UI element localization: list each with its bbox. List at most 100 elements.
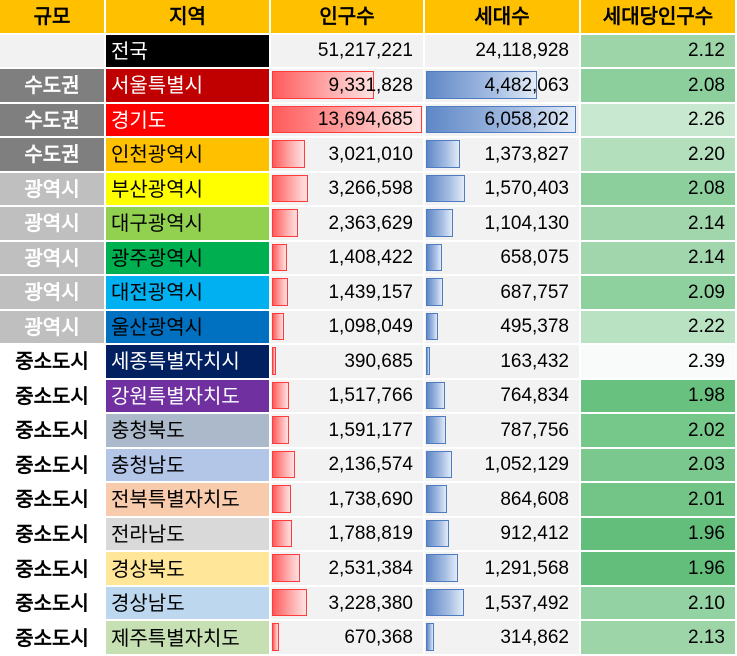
row-region: 제주특별자치도 — [106, 621, 271, 656]
households-bar — [426, 243, 443, 272]
row-households: 24,118,928 — [425, 34, 581, 70]
row-per-household: 1.96 — [581, 517, 737, 553]
population-bar — [272, 450, 296, 479]
row-region: 경상남도 — [106, 586, 271, 622]
households-value: 1,373,827 — [484, 143, 569, 165]
row-per-household: 2.02 — [581, 414, 737, 449]
row-scale: 광역시 — [0, 241, 106, 277]
row-households: 495,378 — [425, 310, 581, 346]
row-region: 광주광역시 — [106, 241, 271, 277]
row-households: 163,432 — [425, 345, 581, 380]
row-per-household: 2.26 — [581, 103, 737, 139]
row-per-household: 2.20 — [581, 138, 737, 173]
row-scale: 중소도시 — [0, 586, 106, 622]
households-bar — [426, 381, 445, 410]
row-scale: 광역시 — [0, 276, 106, 311]
households-value: 495,378 — [500, 316, 569, 338]
population-bar — [272, 554, 300, 582]
row-households: 1,104,130 — [425, 207, 581, 242]
row-population: 2,531,384 — [271, 552, 425, 587]
households-bar — [426, 312, 439, 341]
population-value: 3,266,598 — [328, 178, 413, 200]
population-value: 1,408,422 — [328, 247, 413, 269]
row-population: 51,217,221 — [271, 34, 425, 70]
population-value: 670,368 — [344, 627, 413, 649]
row-households: 1,291,568 — [425, 552, 581, 587]
row-households: 1,052,129 — [425, 448, 581, 484]
households-bar — [426, 623, 434, 651]
row-population: 1,408,422 — [271, 241, 425, 277]
households-value: 1,052,129 — [484, 454, 569, 476]
households-value: 687,757 — [500, 281, 569, 303]
row-population: 1,439,157 — [271, 276, 425, 311]
households-value: 4,482,063 — [484, 74, 569, 96]
population-value: 2,531,384 — [328, 558, 413, 579]
households-value: 1,291,568 — [484, 558, 569, 579]
row-scale: 중소도시 — [0, 621, 106, 656]
population-value: 1,591,177 — [328, 419, 413, 441]
row-scale: 수도권 — [0, 103, 106, 139]
row-households: 658,075 — [425, 241, 581, 277]
row-region: 전북특별자치도 — [106, 483, 271, 518]
row-households: 1,537,492 — [425, 586, 581, 622]
population-bar — [272, 278, 288, 306]
row-households: 912,412 — [425, 517, 581, 553]
header-scale: 규모 — [0, 0, 106, 35]
households-bar — [426, 140, 461, 168]
population-bar — [272, 381, 289, 410]
row-population: 1,738,690 — [271, 483, 425, 518]
population-bar — [272, 243, 288, 272]
households-value: 1,537,492 — [484, 592, 569, 614]
row-region: 경기도 — [106, 103, 271, 139]
population-value: 9,331,828 — [328, 74, 413, 96]
population-value: 1,738,690 — [328, 488, 413, 510]
households-bar — [426, 347, 431, 375]
row-population: 1,788,819 — [271, 517, 425, 553]
population-value: 1,517,766 — [328, 385, 413, 407]
households-value: 1,104,130 — [484, 212, 569, 234]
header-region: 지역 — [106, 0, 271, 35]
row-population: 1,098,049 — [271, 310, 425, 346]
population-bar — [272, 588, 308, 617]
households-value: 787,756 — [500, 419, 569, 441]
row-per-household: 2.39 — [581, 345, 737, 380]
row-scale: 중소도시 — [0, 379, 106, 415]
population-bar — [272, 105, 422, 134]
row-population: 390,685 — [271, 345, 425, 380]
row-region: 전라남도 — [106, 517, 271, 553]
row-per-household: 2.14 — [581, 207, 737, 242]
row-per-household: 2.10 — [581, 586, 737, 622]
households-bar — [426, 588, 465, 617]
population-value: 1,788,819 — [328, 523, 413, 545]
row-region: 서울특별시 — [106, 69, 271, 104]
households-bar — [426, 485, 448, 513]
row-scale — [0, 34, 106, 70]
row-households: 1,570,403 — [425, 172, 581, 208]
population-value: 1,439,157 — [328, 281, 413, 303]
row-scale: 수도권 — [0, 138, 106, 173]
households-value: 658,075 — [500, 247, 569, 269]
households-value: 912,412 — [500, 523, 569, 545]
row-scale: 중소도시 — [0, 414, 106, 449]
row-per-household: 2.13 — [581, 621, 737, 656]
row-population: 670,368 — [271, 621, 425, 656]
row-population: 1,591,177 — [271, 414, 425, 449]
row-population: 9,331,828 — [271, 69, 425, 104]
row-population: 2,363,629 — [271, 207, 425, 242]
row-per-household: 2.03 — [581, 448, 737, 484]
population-value: 2,136,574 — [328, 454, 413, 476]
population-value: 51,217,221 — [317, 40, 413, 62]
population-bar — [272, 519, 292, 548]
row-scale: 수도권 — [0, 69, 106, 104]
row-households: 1,373,827 — [425, 138, 581, 173]
households-value: 24,118,928 — [475, 40, 569, 62]
row-region: 충청남도 — [106, 448, 271, 484]
row-households: 764,834 — [425, 379, 581, 415]
households-bar — [426, 554, 458, 582]
population-bar — [272, 485, 292, 513]
row-per-household: 1.96 — [581, 552, 737, 587]
row-scale: 광역시 — [0, 207, 106, 242]
row-scale: 광역시 — [0, 310, 106, 346]
households-bar — [426, 105, 576, 134]
row-scale: 중소도시 — [0, 517, 106, 553]
